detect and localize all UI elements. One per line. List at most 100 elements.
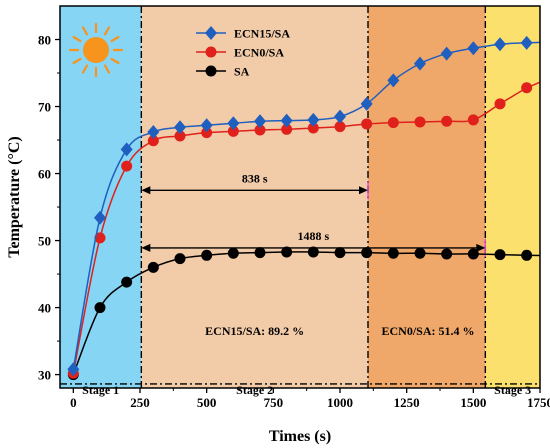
data-point-SA-15 <box>467 248 479 260</box>
arrow-head-right <box>359 186 368 195</box>
sun-ray <box>72 57 82 65</box>
stage-label-4: Stage 3 <box>494 383 531 397</box>
x-tick-label: 500 <box>197 395 217 410</box>
data-point-ECN15/SA-2 <box>120 142 133 157</box>
data-point-ECN15/SA-6 <box>227 116 240 131</box>
sun-ray <box>81 26 89 36</box>
data-point-SA-9 <box>307 246 319 258</box>
sun-ray <box>72 35 82 43</box>
efficiency-label-1: ECN15/SA: 89.2 % <box>205 324 304 338</box>
sun-disc <box>83 37 109 63</box>
data-point-ECN0/SA-14 <box>441 115 453 127</box>
interval-label-2: 1488 s <box>297 229 329 243</box>
x-tick-label: 1000 <box>327 395 353 410</box>
data-point-ECN15/SA-13 <box>414 56 426 71</box>
efficiency-label-2: ECN0/SA: 51.4 % <box>381 324 474 338</box>
y-axis-title: Temperature (°C) <box>6 136 23 257</box>
legend-label-ECN15/SA: ECN15/SA <box>234 27 290 41</box>
stage-band-1 <box>60 6 142 388</box>
sun-ray <box>81 64 89 74</box>
data-point-SA-8 <box>281 246 293 258</box>
y-tick-label: 80 <box>38 33 51 48</box>
stage-label-2: Stage 2 <box>236 383 273 397</box>
data-point-SA-7 <box>254 247 266 259</box>
data-point-ECN15/SA-17 <box>520 35 533 50</box>
data-point-ECN15/SA-3 <box>147 124 160 139</box>
data-point-SA-1 <box>94 302 106 314</box>
data-point-SA-2 <box>121 276 133 288</box>
data-point-ECN0/SA-9 <box>307 122 319 134</box>
data-point-ECN0/SA-16 <box>494 98 506 110</box>
stage-label-1: Stage 1 <box>82 383 119 397</box>
data-point-ECN0/SA-8 <box>281 123 293 135</box>
data-point-ECN15/SA-9 <box>307 112 320 127</box>
x-tick-label: 1750 <box>527 395 550 410</box>
data-point-ECN0/SA-17 <box>521 82 533 94</box>
data-point-ECN15/SA-15 <box>467 41 480 56</box>
data-point-ECN15/SA-14 <box>440 46 453 61</box>
data-point-SA-10 <box>334 247 346 259</box>
data-point-ECN15/SA-11 <box>360 96 373 111</box>
plot-frame <box>59 5 541 389</box>
data-point-ECN0/SA-11 <box>361 118 373 130</box>
data-point-ECN0/SA-13 <box>414 116 426 128</box>
sun-ray <box>103 26 111 36</box>
x-tick-label: 1500 <box>460 395 486 410</box>
stage-band-3 <box>368 6 486 388</box>
sun-ray <box>103 64 111 74</box>
data-point-ECN15/SA-16 <box>494 37 506 52</box>
x-tick-label: 0 <box>70 395 77 410</box>
y-tick-label: 30 <box>38 368 51 383</box>
data-point-ECN0/SA-12 <box>387 117 399 129</box>
data-point-ECN15/SA-10 <box>334 109 346 124</box>
data-point-ECN15/SA-8 <box>280 113 293 128</box>
data-point-ECN0/SA-15 <box>467 114 479 126</box>
data-point-ECN0/SA-5 <box>201 127 213 139</box>
data-point-ECN0/SA-6 <box>227 125 239 137</box>
x-tick-label: 750 <box>264 395 284 410</box>
y-tick-label: 60 <box>38 167 51 182</box>
y-tick-label: 40 <box>38 301 51 316</box>
sun-ray <box>110 35 120 43</box>
arrow-head-left <box>141 243 151 252</box>
data-point-ECN0/SA-1 <box>94 232 106 244</box>
x-axis-title: Times (s) <box>269 428 331 445</box>
x-tick-label: 1250 <box>394 395 420 410</box>
data-point-ECN0/SA-4 <box>174 130 186 142</box>
interval-annotations <box>141 181 486 257</box>
axes: 0 250 500 750 1000 1250 1500 1750 30 40 50 60 70 80 Ti… <box>6 5 550 445</box>
data-point-SA-16 <box>494 249 506 261</box>
sun-icon <box>68 22 124 78</box>
stage-band-2 <box>141 6 368 388</box>
data-point-ECN15/SA-0 <box>67 362 80 377</box>
legend-label-SA: SA <box>234 65 250 79</box>
data-point-ECN15/SA-5 <box>200 118 213 133</box>
interval-label-1: 838 s <box>242 171 268 185</box>
series-layer <box>67 35 541 381</box>
data-point-ECN0/SA-10 <box>334 121 346 133</box>
y-tick-label: 70 <box>38 100 51 115</box>
data-point-SA-17 <box>521 249 533 261</box>
sun-ray <box>110 57 120 65</box>
data-point-SA-4 <box>174 253 186 265</box>
stage-bands <box>60 6 540 388</box>
y-tick-label: 50 <box>38 234 51 249</box>
legend-marker <box>205 46 217 58</box>
legend: ECN15/SA ECN0/SA SA <box>196 26 290 79</box>
data-point-SA-13 <box>414 247 426 259</box>
data-point-ECN15/SA-4 <box>174 120 186 135</box>
data-point-ECN0/SA-7 <box>254 124 266 136</box>
arrow-head-right <box>476 243 486 252</box>
legend-marker <box>205 65 217 77</box>
stage-band-4 <box>485 6 540 388</box>
data-point-SA-3 <box>147 261 159 273</box>
arrow-head-left <box>141 186 151 195</box>
data-point-SA-11 <box>361 247 373 259</box>
x-tick-label: 250 <box>130 395 150 410</box>
data-point-ECN15/SA-7 <box>254 114 266 129</box>
data-point-ECN0/SA-3 <box>147 135 159 147</box>
data-point-SA-5 <box>201 249 213 261</box>
legend-marker <box>205 26 217 40</box>
data-point-ECN15/SA-1 <box>94 210 106 225</box>
